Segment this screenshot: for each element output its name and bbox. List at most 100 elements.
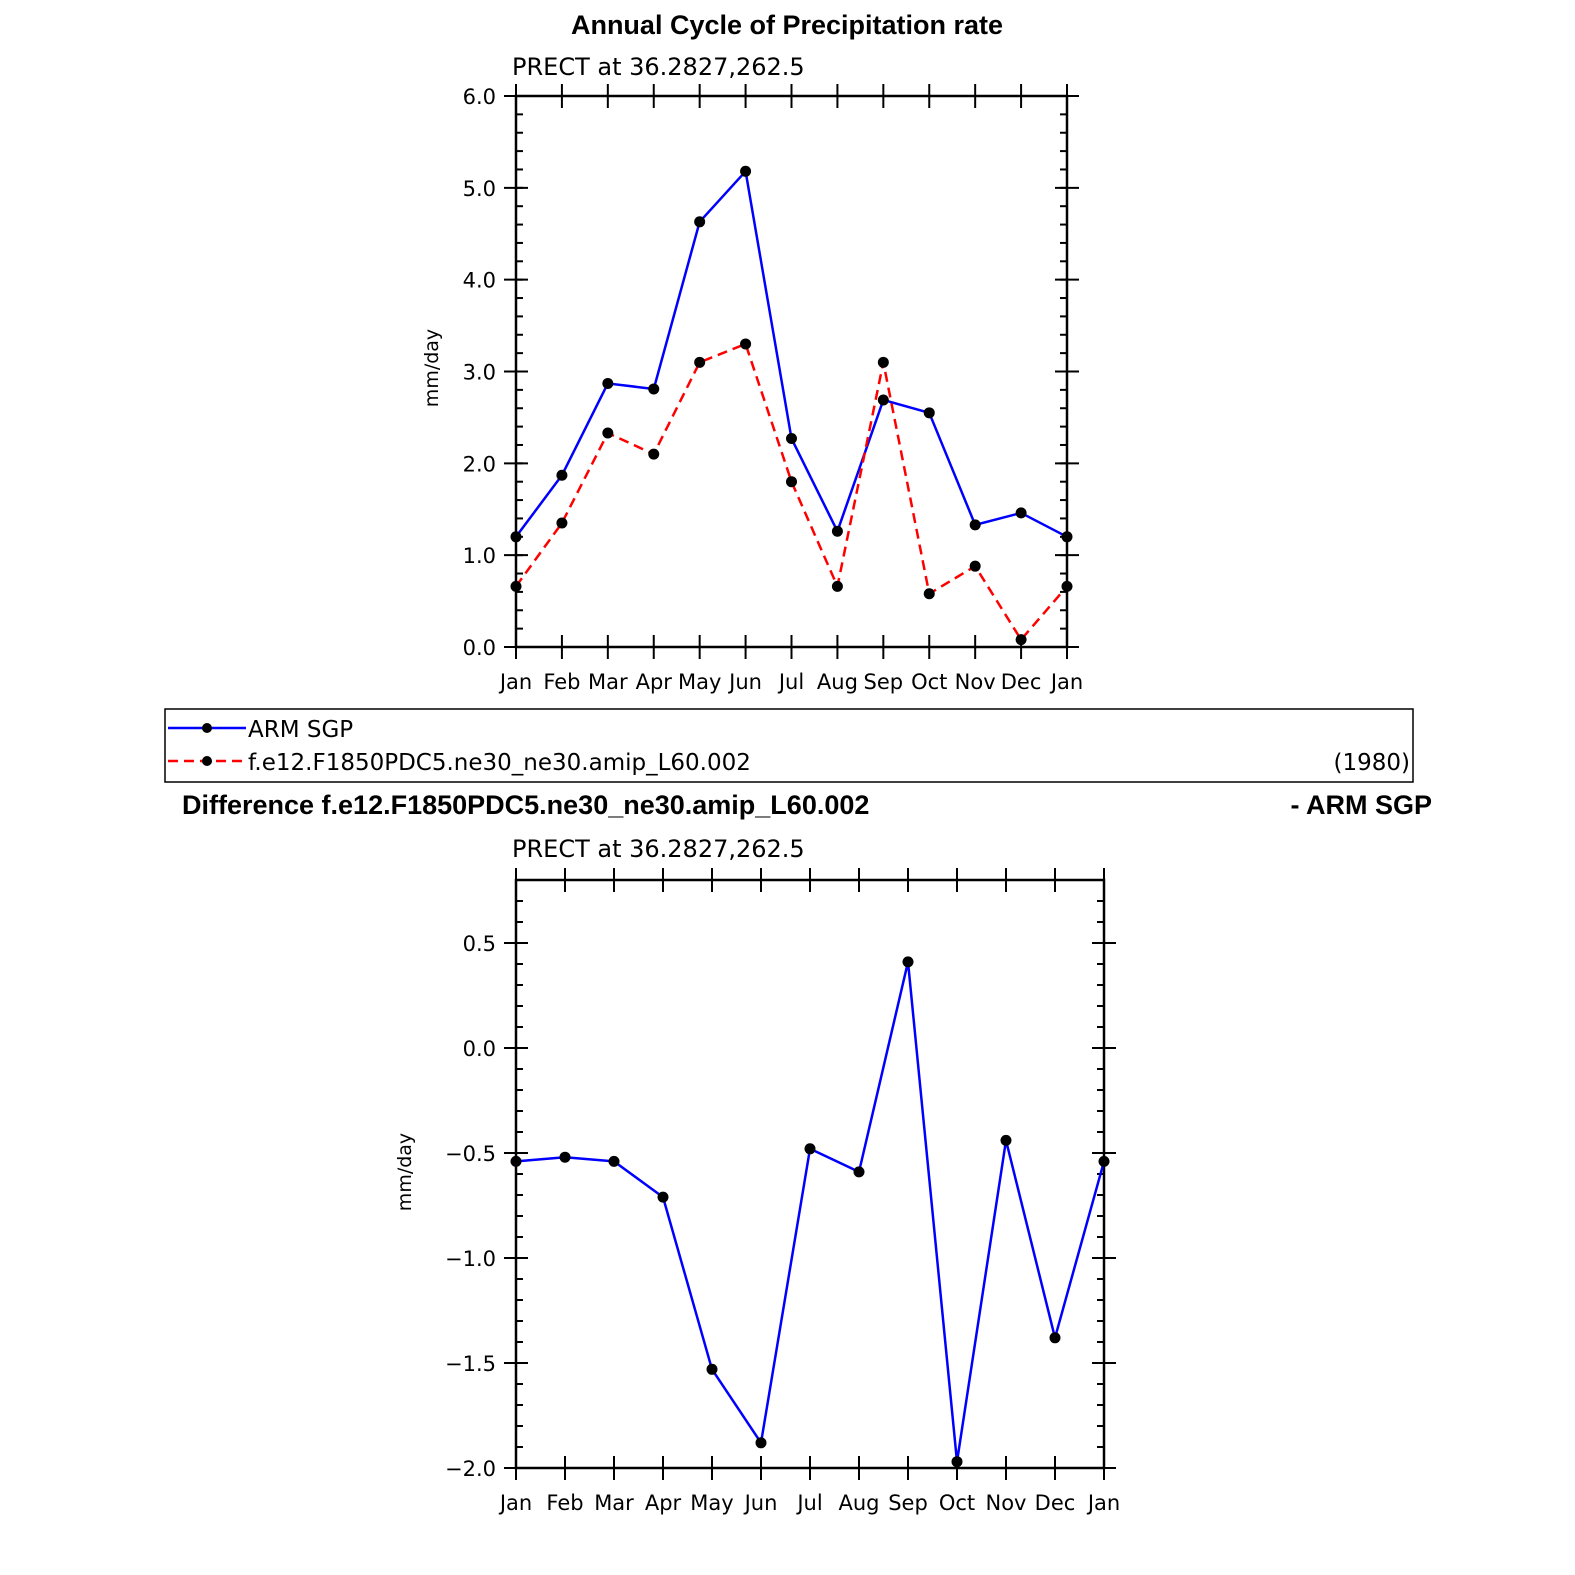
chart2-ytick-label: −0.5 — [445, 1142, 496, 1166]
chart2-xtick-label: Mar — [594, 1491, 634, 1515]
chart1-series-1-point — [648, 448, 660, 460]
chart1-ylabel: mm/day — [421, 329, 443, 407]
chart2-ytick-label: −1.5 — [445, 1352, 496, 1376]
chart1-xtick-label: Apr — [636, 670, 673, 694]
chart2-series-0-point — [706, 1363, 718, 1375]
chart1-xtick-label: Oct — [911, 670, 947, 694]
chart1-series-1-point — [969, 560, 981, 572]
chart1-series-1-line — [514, 342, 1068, 641]
chart1-series-1-point — [556, 517, 568, 529]
legend-marker-arm-sgp — [202, 723, 212, 733]
chart1-xtick-label: Mar — [588, 670, 628, 694]
chart1-xtick-label: Aug — [817, 670, 858, 694]
chart2-series-0-point — [853, 1166, 865, 1178]
chart1-series-0-point — [510, 531, 522, 543]
chart1-xtick-label: Jun — [727, 670, 762, 694]
chart1-ytick-label: 2.0 — [463, 452, 496, 476]
chart1-xtick-label: Feb — [543, 670, 580, 694]
chart2-xtick-label: Feb — [546, 1491, 583, 1515]
legend-entry-model: f.e12.F1850PDC5.ne30_ne30.amip_L60.002 (… — [168, 750, 1410, 776]
chart2-ytick-label: −1.0 — [445, 1247, 496, 1271]
chart2-series-0-point — [1049, 1332, 1061, 1344]
chart1-xtick-label: Jan — [1049, 670, 1083, 694]
chart1-series-0-point — [740, 165, 752, 177]
chart1-series-0-point — [923, 407, 935, 419]
chart2-xtick-label: Apr — [645, 1491, 682, 1515]
chart1-series-0-point — [877, 394, 889, 406]
chart1-ytick-label: 1.0 — [463, 544, 496, 568]
chart2-title: Difference f.e12.F1850PDC5.ne30_ne30.ami… — [182, 790, 869, 820]
chart1-series-1-point — [923, 588, 935, 600]
chart1-xtick-label: Jul — [777, 670, 804, 694]
chart1-ytick-label: 4.0 — [463, 269, 496, 293]
chart2-series-0-point — [1000, 1134, 1012, 1146]
chart2-title-right: - ARM SGP — [1291, 790, 1433, 820]
legend-label-arm-sgp: ARM SGP — [248, 717, 353, 743]
chart2-series-0-line — [515, 960, 1106, 1463]
chart2-series-0-point — [1098, 1155, 1110, 1167]
chart1-series-1-point — [877, 356, 889, 368]
legend-box — [164, 708, 1414, 783]
chart1-series-0-point — [602, 377, 614, 389]
chart1-xtick-label: Sep — [864, 670, 904, 694]
chart1-xtick-label: Jan — [498, 670, 532, 694]
chart1-subtitle: PRECT at 36.2827,262.5 — [512, 53, 805, 81]
chart2-series-0-point — [804, 1143, 816, 1155]
chart2-series-0-point — [510, 1155, 522, 1167]
chart2-xtick-label: May — [690, 1491, 733, 1515]
chart1-series-0-point — [648, 383, 660, 395]
chart1-ytick-label: 3.0 — [463, 361, 496, 385]
chart1-xtick-label: Nov — [955, 670, 996, 694]
chart1-series-1-point — [602, 427, 614, 439]
chart2-ytick-label: −2.0 — [445, 1457, 496, 1481]
chart1-series-1-point — [831, 580, 843, 592]
legend-marker-model — [202, 756, 212, 766]
chart2-series-0-point — [559, 1151, 571, 1163]
chart2-series-0-point — [755, 1437, 767, 1449]
chart2-xtick-label: Jan — [1086, 1491, 1120, 1515]
chart2-xtick-label: Dec — [1035, 1491, 1076, 1515]
legend-entry-arm-sgp: ARM SGP — [168, 717, 353, 743]
chart1-series-1-point — [740, 338, 752, 350]
chart1-ytick-label: 6.0 — [463, 85, 496, 109]
chart2-xtick-label: Aug — [838, 1491, 879, 1515]
chart2-xtick-label: Jul — [795, 1491, 822, 1515]
chart1-series-0-point — [556, 469, 568, 481]
chart1-series-0-point — [1061, 531, 1073, 543]
chart1-series-1-point — [1061, 580, 1073, 592]
chart2-xtick-label: Nov — [986, 1491, 1027, 1515]
chart2-xtick-label: Oct — [939, 1491, 975, 1515]
chart2-series-0-point — [608, 1155, 620, 1167]
chart1-series-1-point — [1015, 634, 1027, 646]
chart2-ytick-label: 0.5 — [463, 932, 496, 956]
chart1-series-1-point — [694, 356, 706, 368]
chart1-series-0-point — [786, 433, 797, 445]
chart1-plot: 0.0 1.0 2.0 3.0 4.0 5.0 6.0 Jan Feb Mar Apr May Jun J… — [463, 84, 1083, 694]
chart1-xtick-label: Dec — [1001, 670, 1042, 694]
chart2-ytick-label: 0.0 — [463, 1037, 496, 1061]
legend-label-model: f.e12.F1850PDC5.ne30_ne30.amip_L60.002 — [248, 750, 751, 776]
chart2-xtick-label: Jan — [498, 1491, 532, 1515]
chart1-series-0-point — [694, 216, 706, 228]
chart1-series-1-point — [510, 580, 522, 592]
chart2-ylabel: mm/day — [394, 1133, 416, 1211]
chart1-xtick-label: May — [678, 670, 721, 694]
chart1-series-1-point — [786, 476, 797, 488]
chart1-title: Annual Cycle of Precipitation rate — [571, 10, 1003, 40]
chart2-xtick-label: Jun — [743, 1491, 778, 1515]
chart2-subtitle: PRECT at 36.2827,262.5 — [512, 835, 805, 863]
chart1-series-0-point — [969, 519, 981, 531]
chart2-series-0-point — [951, 1456, 963, 1468]
chart2-frame — [514, 878, 1106, 1470]
chart1-series-0-point — [831, 525, 843, 537]
chart2-series-0-point — [902, 956, 914, 968]
chart2-series-0-point — [657, 1191, 669, 1203]
chart1-frame — [514, 94, 1069, 649]
chart2-xtick-label: Sep — [888, 1491, 928, 1515]
chart1-series-0-point — [1015, 507, 1027, 519]
chart1-ytick-label: 5.0 — [463, 177, 496, 201]
chart1-ytick-label: 0.0 — [463, 636, 496, 660]
legend-year-note: (1980) — [1334, 750, 1410, 776]
